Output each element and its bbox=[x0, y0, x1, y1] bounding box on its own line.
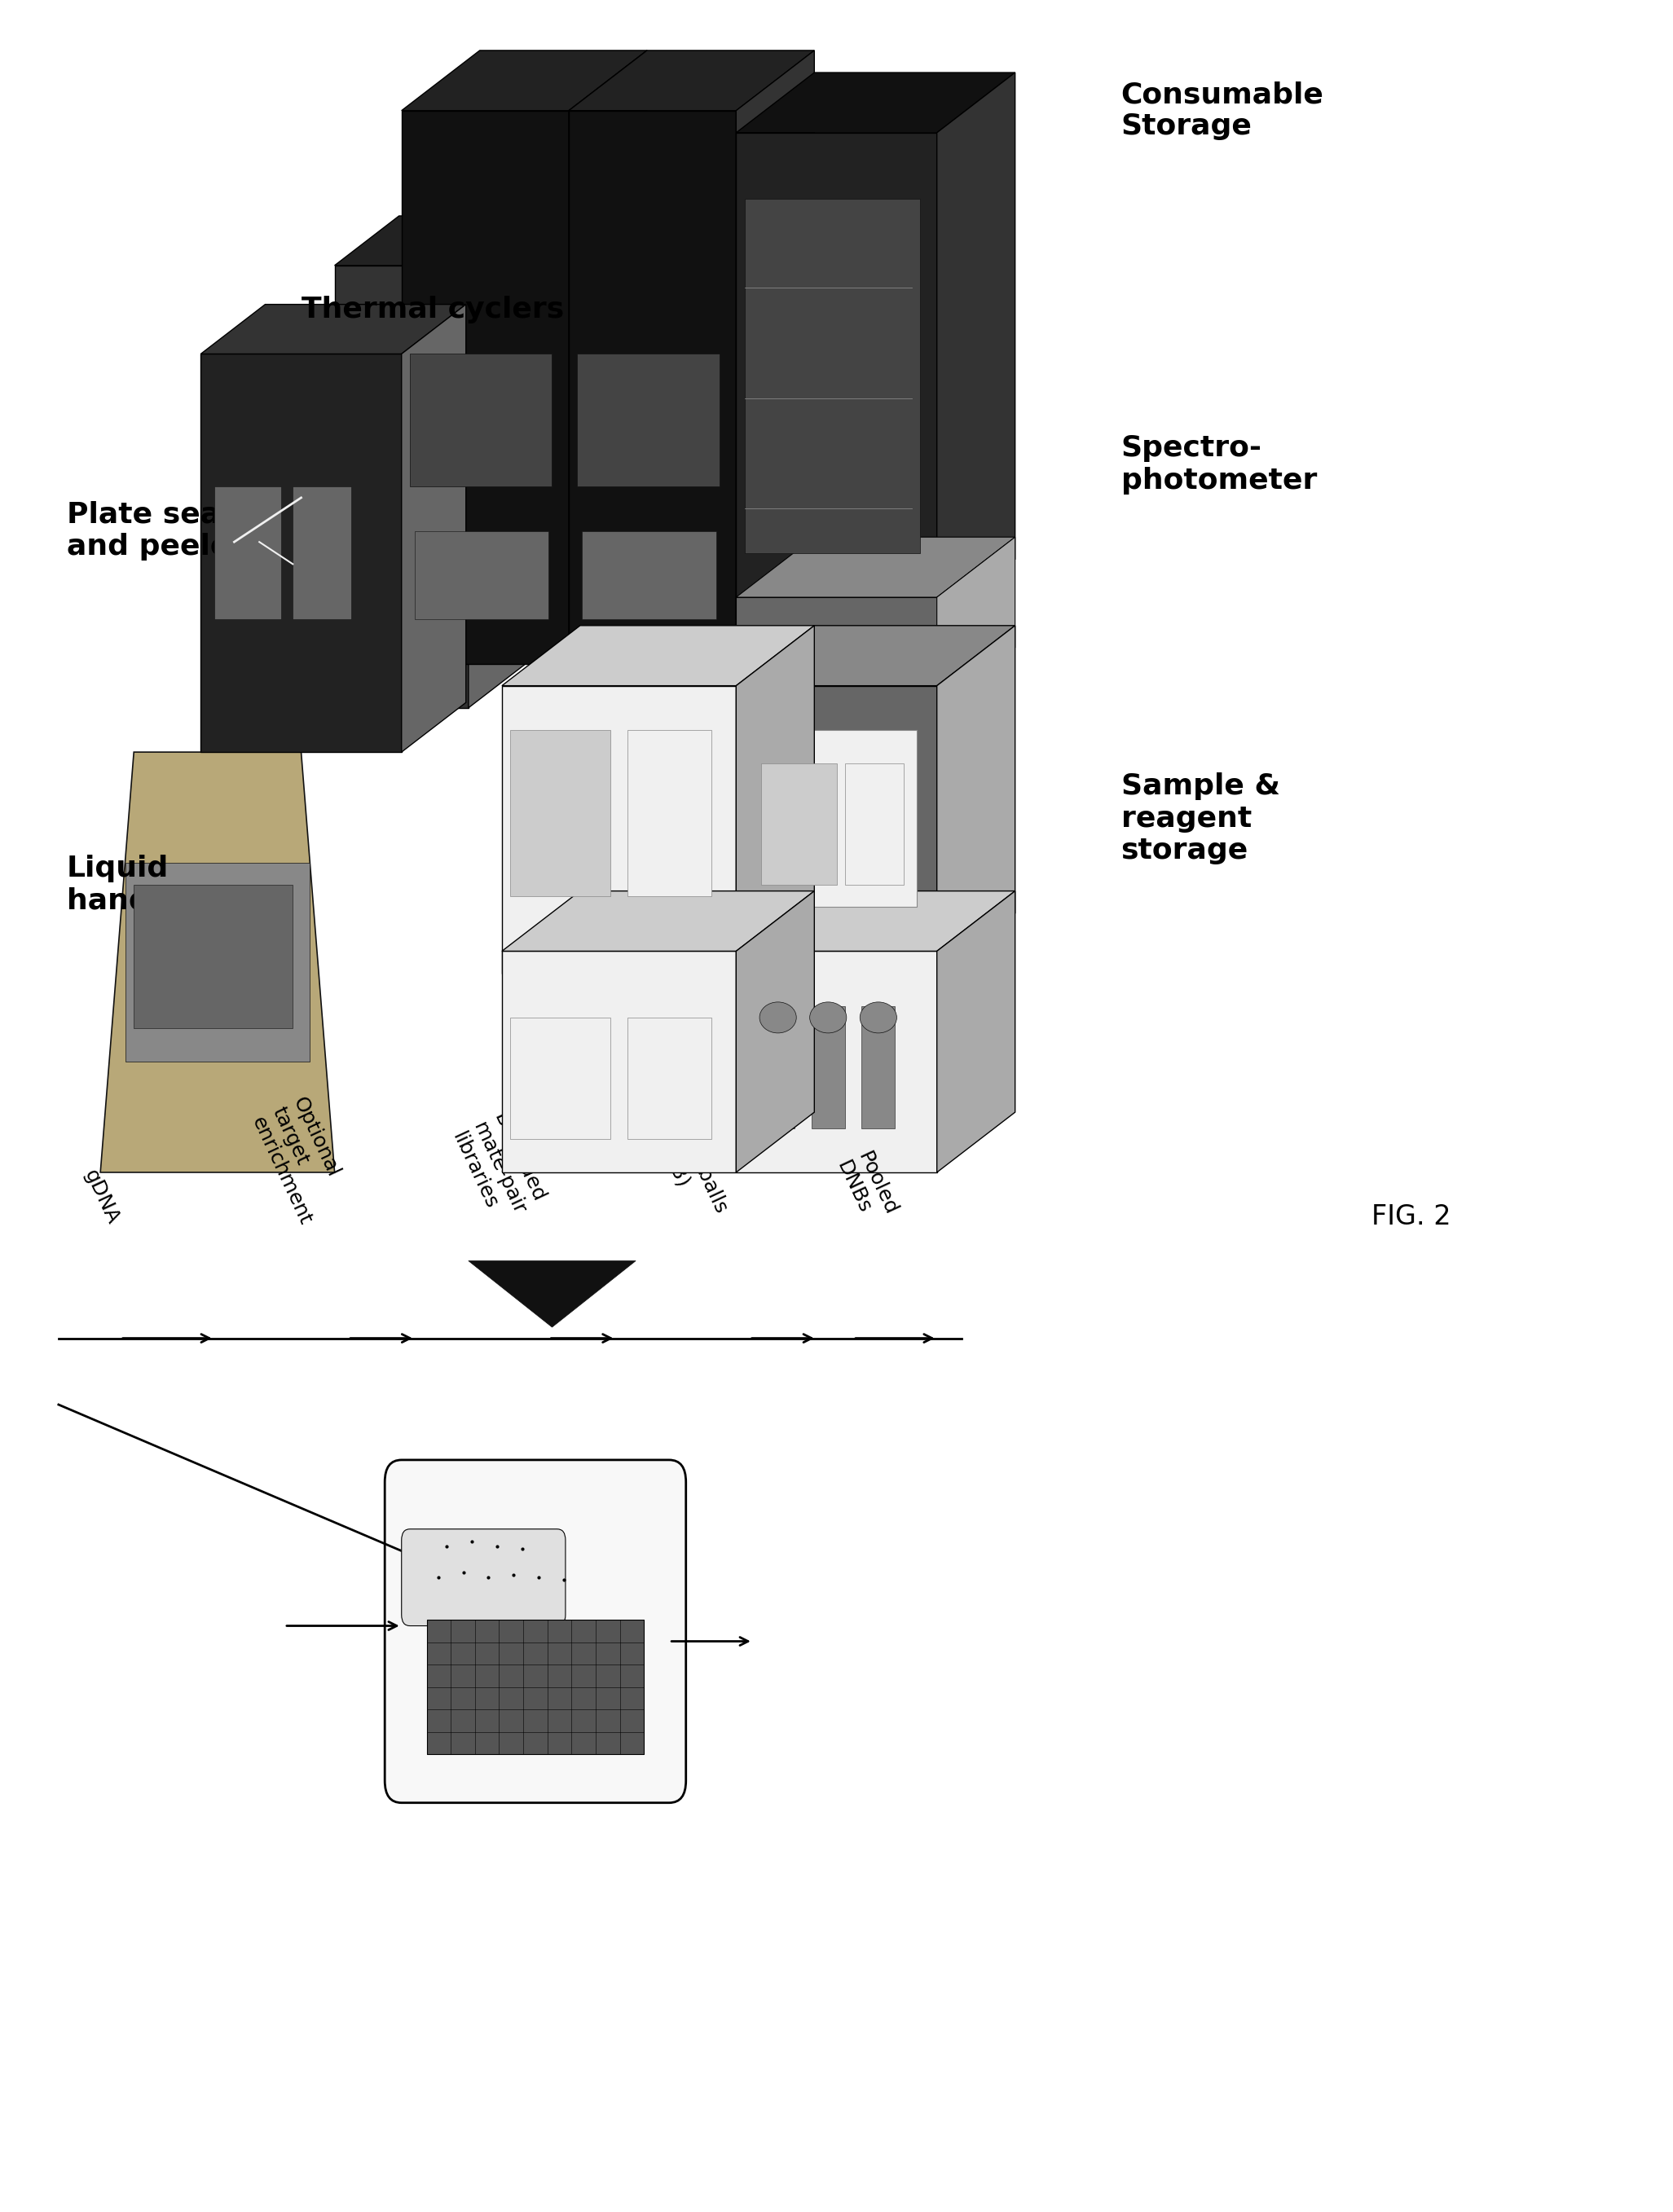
Bar bbox=[582, 531, 716, 619]
Bar bbox=[410, 354, 552, 487]
Bar bbox=[415, 531, 549, 619]
Bar bbox=[761, 763, 836, 885]
Polygon shape bbox=[736, 951, 937, 1172]
Polygon shape bbox=[502, 951, 736, 1172]
Bar bbox=[577, 354, 719, 487]
Bar bbox=[214, 487, 281, 619]
Text: Sample &
reagent
storage: Sample & reagent storage bbox=[1121, 772, 1280, 865]
Ellipse shape bbox=[810, 1002, 847, 1033]
Text: Plate sealers
and peelers: Plate sealers and peelers bbox=[67, 500, 283, 562]
Bar bbox=[761, 1006, 795, 1128]
Polygon shape bbox=[402, 51, 647, 111]
Polygon shape bbox=[736, 891, 815, 1172]
Polygon shape bbox=[736, 73, 1016, 133]
Text: Barcoded
mate-pair
libraries: Barcoded mate-pair libraries bbox=[448, 1110, 549, 1228]
Text: Spectro-
photometer: Spectro- photometer bbox=[1121, 434, 1317, 495]
FancyBboxPatch shape bbox=[402, 1528, 565, 1626]
Ellipse shape bbox=[760, 1002, 796, 1033]
Text: FIG. 2: FIG. 2 bbox=[1372, 1203, 1452, 1230]
Ellipse shape bbox=[860, 1002, 897, 1033]
Polygon shape bbox=[569, 51, 647, 664]
Text: Liquid
handler: Liquid handler bbox=[67, 854, 194, 916]
Bar bbox=[627, 730, 711, 896]
Bar bbox=[510, 1018, 611, 1139]
Polygon shape bbox=[569, 51, 815, 111]
Text: Optional
target
enrichment: Optional target enrichment bbox=[248, 1095, 356, 1228]
Bar bbox=[293, 487, 351, 619]
Polygon shape bbox=[937, 73, 1016, 619]
Text: Pooled
DNBs: Pooled DNBs bbox=[833, 1148, 900, 1228]
Polygon shape bbox=[736, 891, 1016, 951]
Bar bbox=[134, 885, 293, 1029]
Polygon shape bbox=[736, 626, 1016, 686]
Bar bbox=[427, 1619, 644, 1754]
Bar bbox=[862, 1006, 895, 1128]
Text: gDNA: gDNA bbox=[80, 1168, 122, 1228]
Bar bbox=[627, 1018, 711, 1139]
Text: DNA
Nanoballs
(DNB): DNA Nanoballs (DNB) bbox=[649, 1108, 751, 1228]
Polygon shape bbox=[402, 305, 465, 752]
Polygon shape bbox=[569, 111, 736, 664]
Bar bbox=[811, 1006, 845, 1128]
Polygon shape bbox=[736, 538, 1016, 597]
Polygon shape bbox=[736, 51, 815, 664]
Polygon shape bbox=[736, 686, 937, 973]
FancyBboxPatch shape bbox=[385, 1460, 686, 1803]
Polygon shape bbox=[201, 305, 465, 354]
Polygon shape bbox=[736, 133, 937, 619]
Polygon shape bbox=[937, 891, 1016, 1172]
Bar bbox=[845, 763, 903, 885]
Polygon shape bbox=[335, 265, 468, 708]
Bar bbox=[510, 730, 611, 896]
Polygon shape bbox=[468, 1261, 636, 1327]
Text: Consumable
Storage: Consumable Storage bbox=[1121, 80, 1323, 142]
Polygon shape bbox=[100, 752, 335, 1172]
Polygon shape bbox=[468, 217, 532, 708]
Bar bbox=[744, 199, 920, 553]
Polygon shape bbox=[502, 626, 815, 686]
Polygon shape bbox=[335, 217, 532, 265]
Polygon shape bbox=[937, 626, 1016, 973]
Polygon shape bbox=[502, 686, 736, 973]
Bar bbox=[750, 730, 917, 907]
Bar bbox=[125, 863, 310, 1062]
Polygon shape bbox=[937, 538, 1016, 708]
Polygon shape bbox=[736, 626, 815, 973]
Text: Thermal cyclers: Thermal cyclers bbox=[301, 296, 564, 323]
Polygon shape bbox=[402, 111, 569, 664]
Polygon shape bbox=[201, 354, 402, 752]
Polygon shape bbox=[736, 597, 937, 708]
Polygon shape bbox=[502, 891, 815, 951]
